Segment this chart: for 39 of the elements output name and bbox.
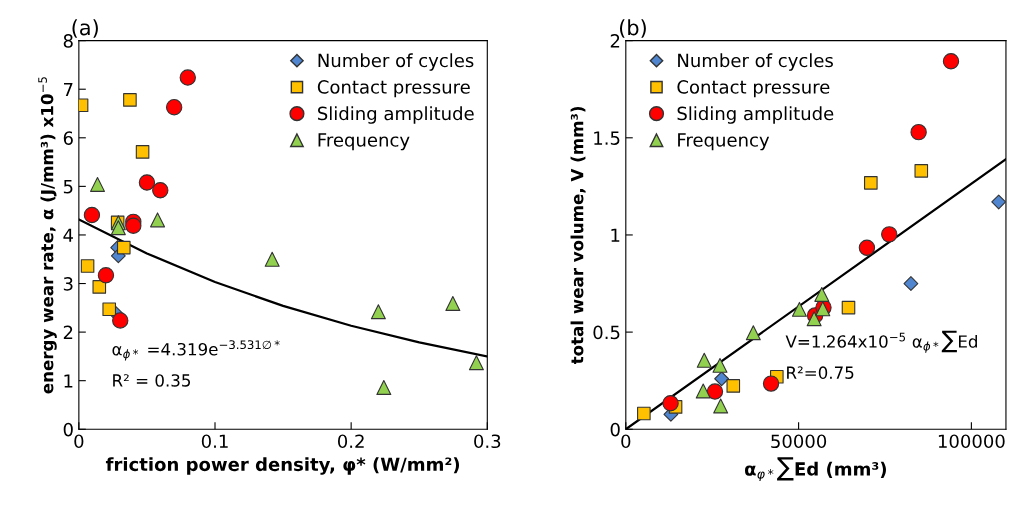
y-tick-label: 0.5 [593,325,620,340]
y-axis-title: total wear volume, V (mm³) [570,106,586,365]
legend-label: Number of cycles [678,53,833,71]
x-tick-label: 50000 [771,434,827,449]
x-tick-label: 100000 [938,434,1005,449]
chart-title: (a) [72,19,98,38]
legend-label: Frequency [318,133,410,151]
y-tick-label: 3 [63,276,73,291]
annotation: R²=0.75 [787,366,854,379]
annotation: R² = 0.35 [113,374,191,387]
legend-label: Frequency [678,133,770,151]
y-tick-label: 0 [610,422,620,437]
y-tick-label: 5 [63,180,73,194]
legend-label: Sliding amplitude [318,106,474,124]
y-tick-label: 8 [63,34,73,48]
y-tick-label: 1.5 [594,131,620,145]
x-tick-label: 0 [621,434,631,449]
legend-label: Sliding amplitude [677,106,834,124]
legend-label: Contact pressure [317,80,470,98]
x-axis-title: α$_{φ*}$∑Ed (mm³) [744,457,886,482]
legend-label: Contact pressure [677,80,830,98]
x-axis-title: friction power density, φ* (W/mm²) [105,457,460,475]
x-tick-label: 0.3 [474,434,501,449]
y-axis-title: energy wear rate, α (J/mm³) x10$^{−5}$ [38,77,57,394]
legend-label: Number of cycles [318,53,474,71]
annotation: V=1.264x10$^{−5}$ α$_{ϕ*}$∑Ed [785,330,977,353]
chart-title: (b) [620,19,646,38]
y-tick-label: 1 [611,228,620,242]
y-tick-label: 0 [63,422,73,437]
y-tick-label: 4 [63,228,73,242]
x-tick-label: 0.2 [337,434,364,449]
x-tick-label: 0.1 [201,434,228,449]
y-tick-label: 2 [610,34,620,48]
y-tick-label: 1 [64,374,73,388]
x-tick-label: 0 [74,434,84,449]
annotation: α$_{ϕ*}$ =4.319e$^{−3.531∅*}$ [112,340,280,361]
y-tick-label: 6 [63,131,73,145]
y-tick-label: 2 [63,325,73,339]
y-tick-label: 7 [63,82,73,97]
